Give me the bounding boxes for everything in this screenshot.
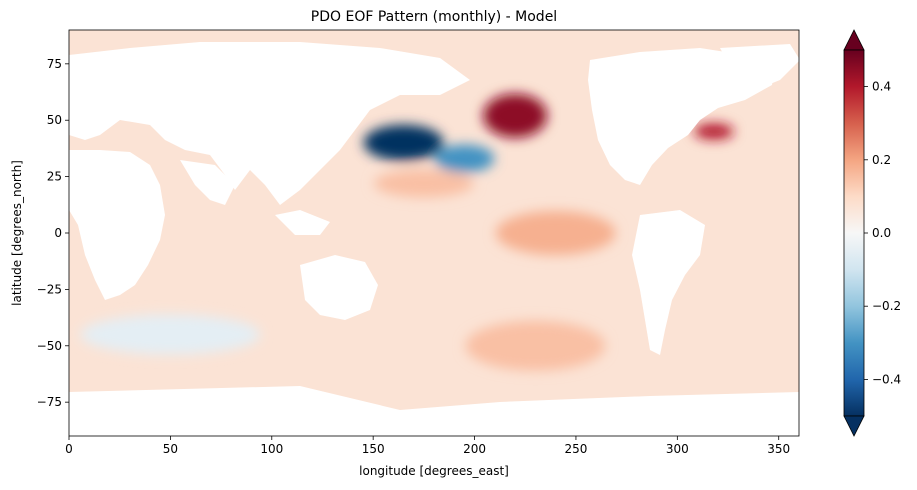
y-tick-label: 75	[47, 57, 62, 71]
x-tick-label: 100	[260, 442, 283, 456]
colorbar-ticks: −0.4 −0.2 0.0 0.2 0.4	[864, 80, 901, 386]
land-eurasia	[69, 42, 470, 205]
x-tick-label: 0	[65, 442, 73, 456]
plot-area	[68, 29, 800, 437]
land-antarctica	[69, 386, 799, 436]
land-south-america	[632, 210, 705, 355]
colorbar-tick-label: −0.2	[872, 299, 901, 313]
y-axis-label: latitude [degrees_north]	[10, 160, 24, 306]
land-australia	[300, 255, 378, 320]
field-feature	[483, 93, 548, 138]
land-greenland	[720, 44, 799, 92]
chart-title: PDO EOF Pattern (monthly) - Model	[311, 9, 557, 25]
colorbar-extend-min	[843, 415, 865, 437]
y-axis-ticks: −75 −50 −25 0 25 50 75	[37, 57, 69, 409]
colorbar-body	[843, 49, 865, 417]
x-tick-label: 150	[362, 442, 385, 456]
colorbar-tick-label: 0.4	[872, 80, 891, 94]
y-tick-label: 50	[47, 113, 62, 127]
field-feature	[465, 320, 606, 371]
y-tick-label: −75	[37, 395, 62, 409]
x-axis-ticks: 0 50 100 150 200 250 300 350	[65, 436, 790, 456]
field-feature	[434, 144, 495, 173]
x-axis-label: longitude [degrees_east]	[359, 464, 509, 478]
y-tick-label: −50	[37, 339, 62, 353]
land-africa	[69, 150, 165, 300]
colorbar-tick-label: 0.0	[872, 226, 891, 240]
y-tick-label: 25	[47, 170, 62, 184]
colorbar-tick-label: −0.4	[872, 372, 901, 386]
field-features	[74, 65, 734, 371]
field-feature	[80, 314, 261, 355]
colorbar-extend-max	[843, 29, 865, 51]
field-feature	[693, 123, 734, 140]
land-india	[180, 160, 235, 205]
x-tick-label: 50	[163, 442, 178, 456]
x-tick-label: 350	[767, 442, 790, 456]
y-tick-label: 0	[54, 226, 62, 240]
land-mask	[69, 42, 799, 436]
field-feature	[373, 169, 474, 198]
land-maritime	[275, 210, 330, 235]
x-tick-label: 250	[564, 442, 587, 456]
land-north-america	[588, 48, 775, 185]
field-feature	[363, 124, 444, 161]
colorbar-tick-label: 0.2	[872, 153, 891, 167]
y-tick-label: −25	[37, 282, 62, 296]
colorbar: −0.4 −0.2 0.0 0.2 0.4	[843, 29, 901, 437]
x-tick-label: 300	[666, 442, 689, 456]
x-tick-label: 200	[463, 442, 486, 456]
field-feature	[495, 211, 616, 255]
